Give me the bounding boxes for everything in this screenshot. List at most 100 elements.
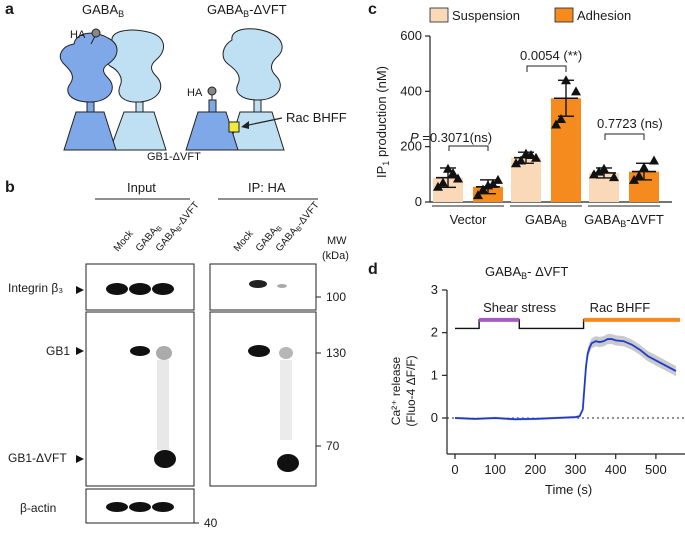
band-actin-mock	[106, 502, 128, 512]
c-ytick-label-1: 200	[400, 139, 422, 154]
d-ytick-label-1: 1	[431, 367, 438, 382]
d-ytick-label-2: 2	[431, 325, 438, 340]
shear-stress-label: Shear stress	[483, 300, 556, 315]
bracket-gabab-dvft	[604, 133, 645, 140]
panel-b-letter: b	[5, 179, 15, 196]
annotation-gabab: 0.0054 (**)	[520, 48, 582, 63]
band-gb1-ip-gabab	[248, 345, 270, 357]
input-blot-gb1	[85, 311, 195, 487]
row-arrow-gb1	[76, 347, 84, 355]
band-integrin-ip-gabab	[249, 280, 267, 288]
ha-tag-icon-right	[207, 86, 217, 96]
ha-tag-stem	[90, 35, 96, 45]
mw-label-130: 130	[326, 346, 346, 360]
point-suspension-1-0	[511, 158, 521, 168]
lane-label-gabab-dvft-input: GABAB-ΔVFT	[154, 200, 203, 255]
chart-d-ylabel-2: (Fluo-4 ΔF/F)	[404, 355, 418, 426]
c-category-label-0: Vector	[450, 212, 488, 227]
band-integrin-ip-dvft	[277, 284, 287, 288]
gb2-stalk-right	[253, 99, 262, 113]
panel-d: d GABAB- ΔVFT Ca²⁺ release (Fluo-4 ΔF/F)…	[368, 261, 685, 497]
panel-a: a GABAB GABAB-ΔVFT HA HA	[5, 1, 347, 163]
mw-header: MW	[327, 235, 347, 247]
point-adhesion-2-2	[649, 155, 659, 165]
mw-unit: (kDa)	[322, 250, 349, 262]
panel-a-letter: a	[5, 1, 14, 18]
rac-bhff-protocol-label: Rac BHFF	[590, 300, 651, 315]
point-adhesion-0-3	[478, 184, 488, 194]
gb1-stalk-shape	[86, 101, 95, 113]
chart-d-xlabel: Time (s)	[545, 482, 592, 497]
d-calcium-trace	[454, 338, 677, 421]
panel-a-right-title: GABAB-ΔVFT	[207, 2, 287, 19]
row-label-integrin: Integrin β₃	[8, 281, 63, 295]
chart-c-bars	[433, 75, 659, 202]
point-suspension-1-3	[516, 155, 526, 165]
d-ytick-label-0: 0	[431, 410, 438, 425]
row-label-actin: β-actin	[20, 501, 56, 515]
gb1-tm-shape	[63, 111, 117, 151]
panel-c: c Suspension Adhesion IP1 production (nM…	[368, 1, 672, 229]
row-label-gb1: GB1	[46, 344, 70, 358]
chart-d-title: GABAB- ΔVFT	[485, 264, 568, 281]
d-xtick-label-4: 400	[605, 462, 627, 477]
mw-label-100: 100	[326, 290, 346, 304]
gb2-vft-shape-right	[222, 28, 283, 101]
point-suspension-2-0	[589, 169, 599, 179]
point-adhesion-2-0	[629, 174, 639, 184]
point-suspension-2-3	[594, 166, 604, 176]
point-adhesion-1-2	[571, 86, 581, 96]
gabab-dimer-diagram: HA	[59, 28, 167, 151]
panel-b: b Input IP: HA Mock GABAB GABAB-ΔVFT Moc…	[5, 179, 349, 530]
ha-label-left: HA	[70, 29, 86, 41]
panel-d-letter: d	[368, 261, 378, 278]
rac-arrow-line	[243, 117, 283, 127]
bracket-gabab	[526, 65, 567, 72]
rac-arrow-head	[241, 121, 249, 129]
band-integrin-gabab	[129, 283, 151, 295]
band-gb1-dvft-input	[154, 450, 176, 468]
gb2-stalk-shape	[135, 101, 144, 113]
rac-bhff-ligand-icon	[228, 121, 240, 133]
point-suspension-2-2	[609, 172, 619, 182]
band-integrin-mock	[106, 283, 128, 295]
d-sem-band	[455, 333, 676, 421]
point-adhesion-2-1	[639, 162, 649, 172]
chart-c-categories: Vector GABAB GABAB-ΔVFT	[432, 205, 664, 229]
d-ytick-label-3: 3	[431, 282, 438, 297]
ip-header: IP: HA	[248, 180, 286, 195]
band-gb1-smear-input	[156, 346, 172, 360]
d-xtick-label-5: 500	[645, 462, 667, 477]
ha-label-right: HA	[187, 87, 203, 99]
lane-label-gabab-dvft-ip: GABAB-ΔVFT	[274, 200, 323, 255]
row-arrow-integrin	[76, 286, 84, 294]
band-smear-ip	[280, 360, 292, 440]
chart-c-ylabel: IP1 production (nM)	[374, 66, 391, 178]
annotation-vector: P =0.3071(ns)	[410, 130, 492, 145]
point-adhesion-0-4	[488, 179, 498, 189]
input-header: Input	[127, 180, 156, 195]
c-ytick-label-0: 0	[415, 194, 422, 209]
gb2-tm-shape	[109, 111, 167, 151]
d-protocol-trace	[455, 319, 680, 330]
band-actin-gabab	[129, 502, 151, 512]
mw-label-40: 40	[204, 516, 218, 530]
chart-d-yticks: 0 1 2 3	[431, 282, 447, 425]
lane-label-mock-ip: Mock	[232, 228, 256, 254]
band-gb1-gabab-input	[130, 346, 150, 356]
bracket-vector	[448, 145, 489, 151]
d-xtick-label-3: 300	[565, 462, 587, 477]
point-suspension-0-3	[438, 177, 448, 187]
point-suspension-0-4	[448, 167, 458, 177]
chart-d-ylabel-1: Ca²⁺ release	[389, 357, 403, 426]
c-ytick-label-2: 400	[400, 83, 422, 98]
lane-label-mock-input: Mock	[112, 228, 136, 254]
gb2-vft-shape	[104, 29, 164, 103]
point-suspension-1-2	[531, 152, 541, 162]
legend-label-suspension: Suspension	[452, 8, 520, 23]
gb1-stalk-right	[208, 99, 217, 113]
legend-swatch-adhesion	[554, 7, 574, 23]
point-adhesion-0-2	[493, 174, 503, 184]
point-adhesion-1-0	[551, 119, 561, 129]
